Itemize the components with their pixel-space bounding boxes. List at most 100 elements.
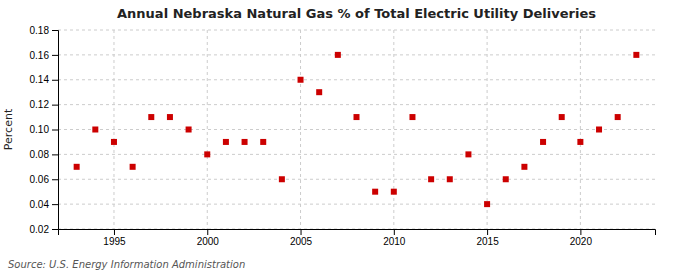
y-tick-label: 0.12 <box>30 99 50 110</box>
x-tick-label: 1995 <box>103 236 126 247</box>
point <box>559 114 565 120</box>
point <box>167 114 173 120</box>
x-tick-mark <box>301 229 302 235</box>
y-tick-mark <box>52 130 58 131</box>
y-tick: 0.10 <box>30 124 58 135</box>
point <box>503 176 509 182</box>
y-tick-label: 0.08 <box>30 149 50 160</box>
source: Source: U.S. Energy Information Administ… <box>8 259 245 270</box>
point <box>260 139 266 145</box>
point <box>391 189 397 195</box>
y-tick-label: 0.16 <box>30 50 50 61</box>
point <box>521 164 527 170</box>
point <box>74 164 80 170</box>
y-axis: 0.02 0.04 0.06 0.08 0.10 0.12 0.14 0.16 0.18 <box>30 25 59 235</box>
y-tick-mark <box>52 55 58 56</box>
point <box>465 151 471 157</box>
y-grid-line <box>58 179 655 180</box>
x-tick-mark <box>114 229 115 235</box>
point <box>130 164 136 170</box>
y-tick: 0.14 <box>30 74 58 85</box>
point <box>540 139 546 145</box>
y-grid-line <box>58 154 655 155</box>
x-grid-line <box>207 30 208 229</box>
y-tick-mark <box>52 80 58 81</box>
x-tick: 2020 <box>570 229 593 247</box>
y-tick: 0.04 <box>30 199 58 210</box>
x-tick-mark <box>394 229 395 235</box>
y-tick-mark <box>52 30 58 31</box>
point <box>577 139 583 145</box>
x-tick-label: 2010 <box>383 236 406 247</box>
plot: 1995 2000 2005 2010 2015 2020 0.02 0.04 0.06 0.08… <box>2 25 656 247</box>
point <box>316 89 322 95</box>
y-tick-label: 0.10 <box>30 124 50 135</box>
x-grid-line <box>487 30 488 229</box>
point <box>298 77 304 83</box>
point <box>204 151 210 157</box>
y-axis-title: Percent <box>2 108 15 150</box>
x-tick: 2010 <box>383 229 406 247</box>
y-grid-line <box>58 204 655 205</box>
x-tick: 2005 <box>290 229 313 247</box>
y-tick: 0.08 <box>30 149 58 160</box>
y-tick: 0.18 <box>30 25 58 36</box>
y-tick-label: 0.14 <box>30 74 50 85</box>
x-tick-mark <box>580 229 581 235</box>
x-axis-line <box>59 230 656 236</box>
y-tick-mark <box>52 179 58 180</box>
x-tick-label: 2005 <box>290 236 313 247</box>
y-axis-line <box>52 31 59 230</box>
y-tick-label: 0.04 <box>30 199 50 210</box>
x-tick-mark <box>487 229 488 235</box>
y-tick-mark <box>52 229 58 230</box>
y-grid-line <box>58 79 655 80</box>
point <box>186 127 192 133</box>
x-tick-label: 2000 <box>197 236 220 247</box>
x-tick: 1995 <box>103 229 126 247</box>
point <box>447 176 453 182</box>
point <box>596 127 602 133</box>
point <box>615 114 621 120</box>
point <box>354 114 360 120</box>
x-axis: 1995 2000 2005 2010 2015 2020 <box>59 229 656 247</box>
y-tick-mark <box>52 154 58 155</box>
x-tick: 2015 <box>476 229 499 247</box>
point <box>633 52 639 58</box>
grid <box>58 30 655 229</box>
point <box>428 176 434 182</box>
point <box>372 189 378 195</box>
x-tick-label: 2020 <box>570 236 593 247</box>
chart: Annual Nebraska Natural Gas % of Total E… <box>0 0 675 275</box>
points <box>74 52 640 207</box>
point <box>484 201 490 207</box>
y-grid-line <box>58 54 655 55</box>
x-grid-line <box>113 30 114 229</box>
y-tick: 0.12 <box>30 99 58 110</box>
y-tick: 0.02 <box>30 224 58 235</box>
y-tick-label: 0.02 <box>30 224 50 235</box>
y-tick: 0.16 <box>30 50 58 61</box>
y-tick-label: 0.06 <box>30 174 50 185</box>
x-grid-line <box>393 30 394 229</box>
point <box>242 139 248 145</box>
y-grid-line <box>58 30 655 31</box>
y-tick: 0.06 <box>30 174 58 185</box>
title: Annual Nebraska Natural Gas % of Total E… <box>117 6 596 21</box>
x-tick-mark <box>207 229 208 235</box>
point <box>148 114 154 120</box>
x-tick-label: 2015 <box>476 236 499 247</box>
x-tick: 2000 <box>197 229 220 247</box>
point <box>223 139 229 145</box>
x-grid-line <box>300 30 301 229</box>
point <box>92 127 98 133</box>
y-grid-line <box>58 104 655 105</box>
x-grid-line <box>580 30 581 229</box>
point <box>279 176 285 182</box>
point <box>335 52 341 58</box>
point <box>409 114 415 120</box>
y-tick-mark <box>52 204 58 205</box>
y-tick-mark <box>52 105 58 106</box>
y-grid-line <box>58 129 655 130</box>
y-tick-label: 0.18 <box>30 25 50 36</box>
